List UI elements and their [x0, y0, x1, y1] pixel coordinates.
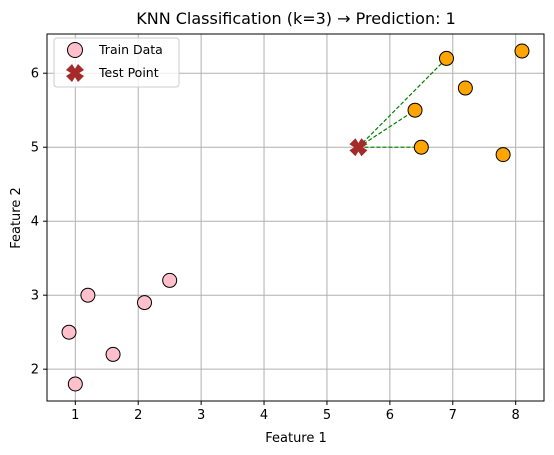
train-point-class-0: [105, 346, 121, 362]
x-tick-label: 7: [449, 408, 457, 423]
legend-test-label: Test Point: [98, 65, 159, 80]
test-point-marker: [349, 138, 368, 157]
train-point-class-1: [413, 139, 429, 155]
neighbor-line: [357, 57, 447, 148]
chart-title: KNN Classification (k=3) → Prediction: 1: [136, 9, 456, 28]
y-tick-label: 2: [31, 363, 39, 378]
train-point-class-1: [457, 80, 473, 96]
test-point: [349, 138, 368, 157]
train-point-class-1: [407, 102, 423, 118]
x-axis-label: Feature 1: [265, 431, 327, 446]
train-point-class-0: [67, 376, 83, 392]
legend-box: [53, 37, 180, 88]
train-point-class-0: [80, 287, 96, 303]
x-tick-label: 3: [197, 408, 205, 423]
y-tick-label: 6: [31, 67, 39, 82]
x-tick-label: 6: [386, 408, 394, 423]
legend-test-marker: [66, 64, 84, 82]
train-point-class-0: [61, 324, 77, 340]
neighbor-lines: [357, 57, 447, 148]
grid-lines: [47, 34, 544, 401]
train-point-class-1: [514, 43, 530, 59]
x-tick-label: 2: [134, 408, 142, 423]
train-point-class-1: [495, 147, 511, 163]
y-axis-label: Feature 2: [9, 187, 24, 249]
x-axis-ticks: 1 2 3 4 5 6 7 8: [71, 401, 520, 423]
legend: Train Data Test Point: [53, 37, 180, 88]
train-point-class-0: [162, 272, 178, 288]
train-point-class-1: [438, 50, 454, 66]
y-axis-ticks: 2 3 4 5 6: [31, 67, 47, 378]
plot-frame: [46, 33, 545, 402]
neighbor-line: [358, 109, 416, 148]
x-tick-label: 1: [71, 408, 79, 423]
y-tick-label: 3: [31, 289, 39, 304]
y-tick-label: 4: [31, 215, 39, 230]
train-points: [61, 43, 530, 392]
legend-train-marker: [67, 42, 83, 58]
x-tick-label: 5: [323, 408, 331, 423]
y-tick-label: 5: [31, 141, 39, 156]
x-tick-label: 8: [512, 408, 520, 423]
legend-train-label: Train Data: [98, 42, 163, 57]
x-tick-label: 4: [260, 408, 268, 423]
train-point-class-0: [137, 295, 153, 311]
